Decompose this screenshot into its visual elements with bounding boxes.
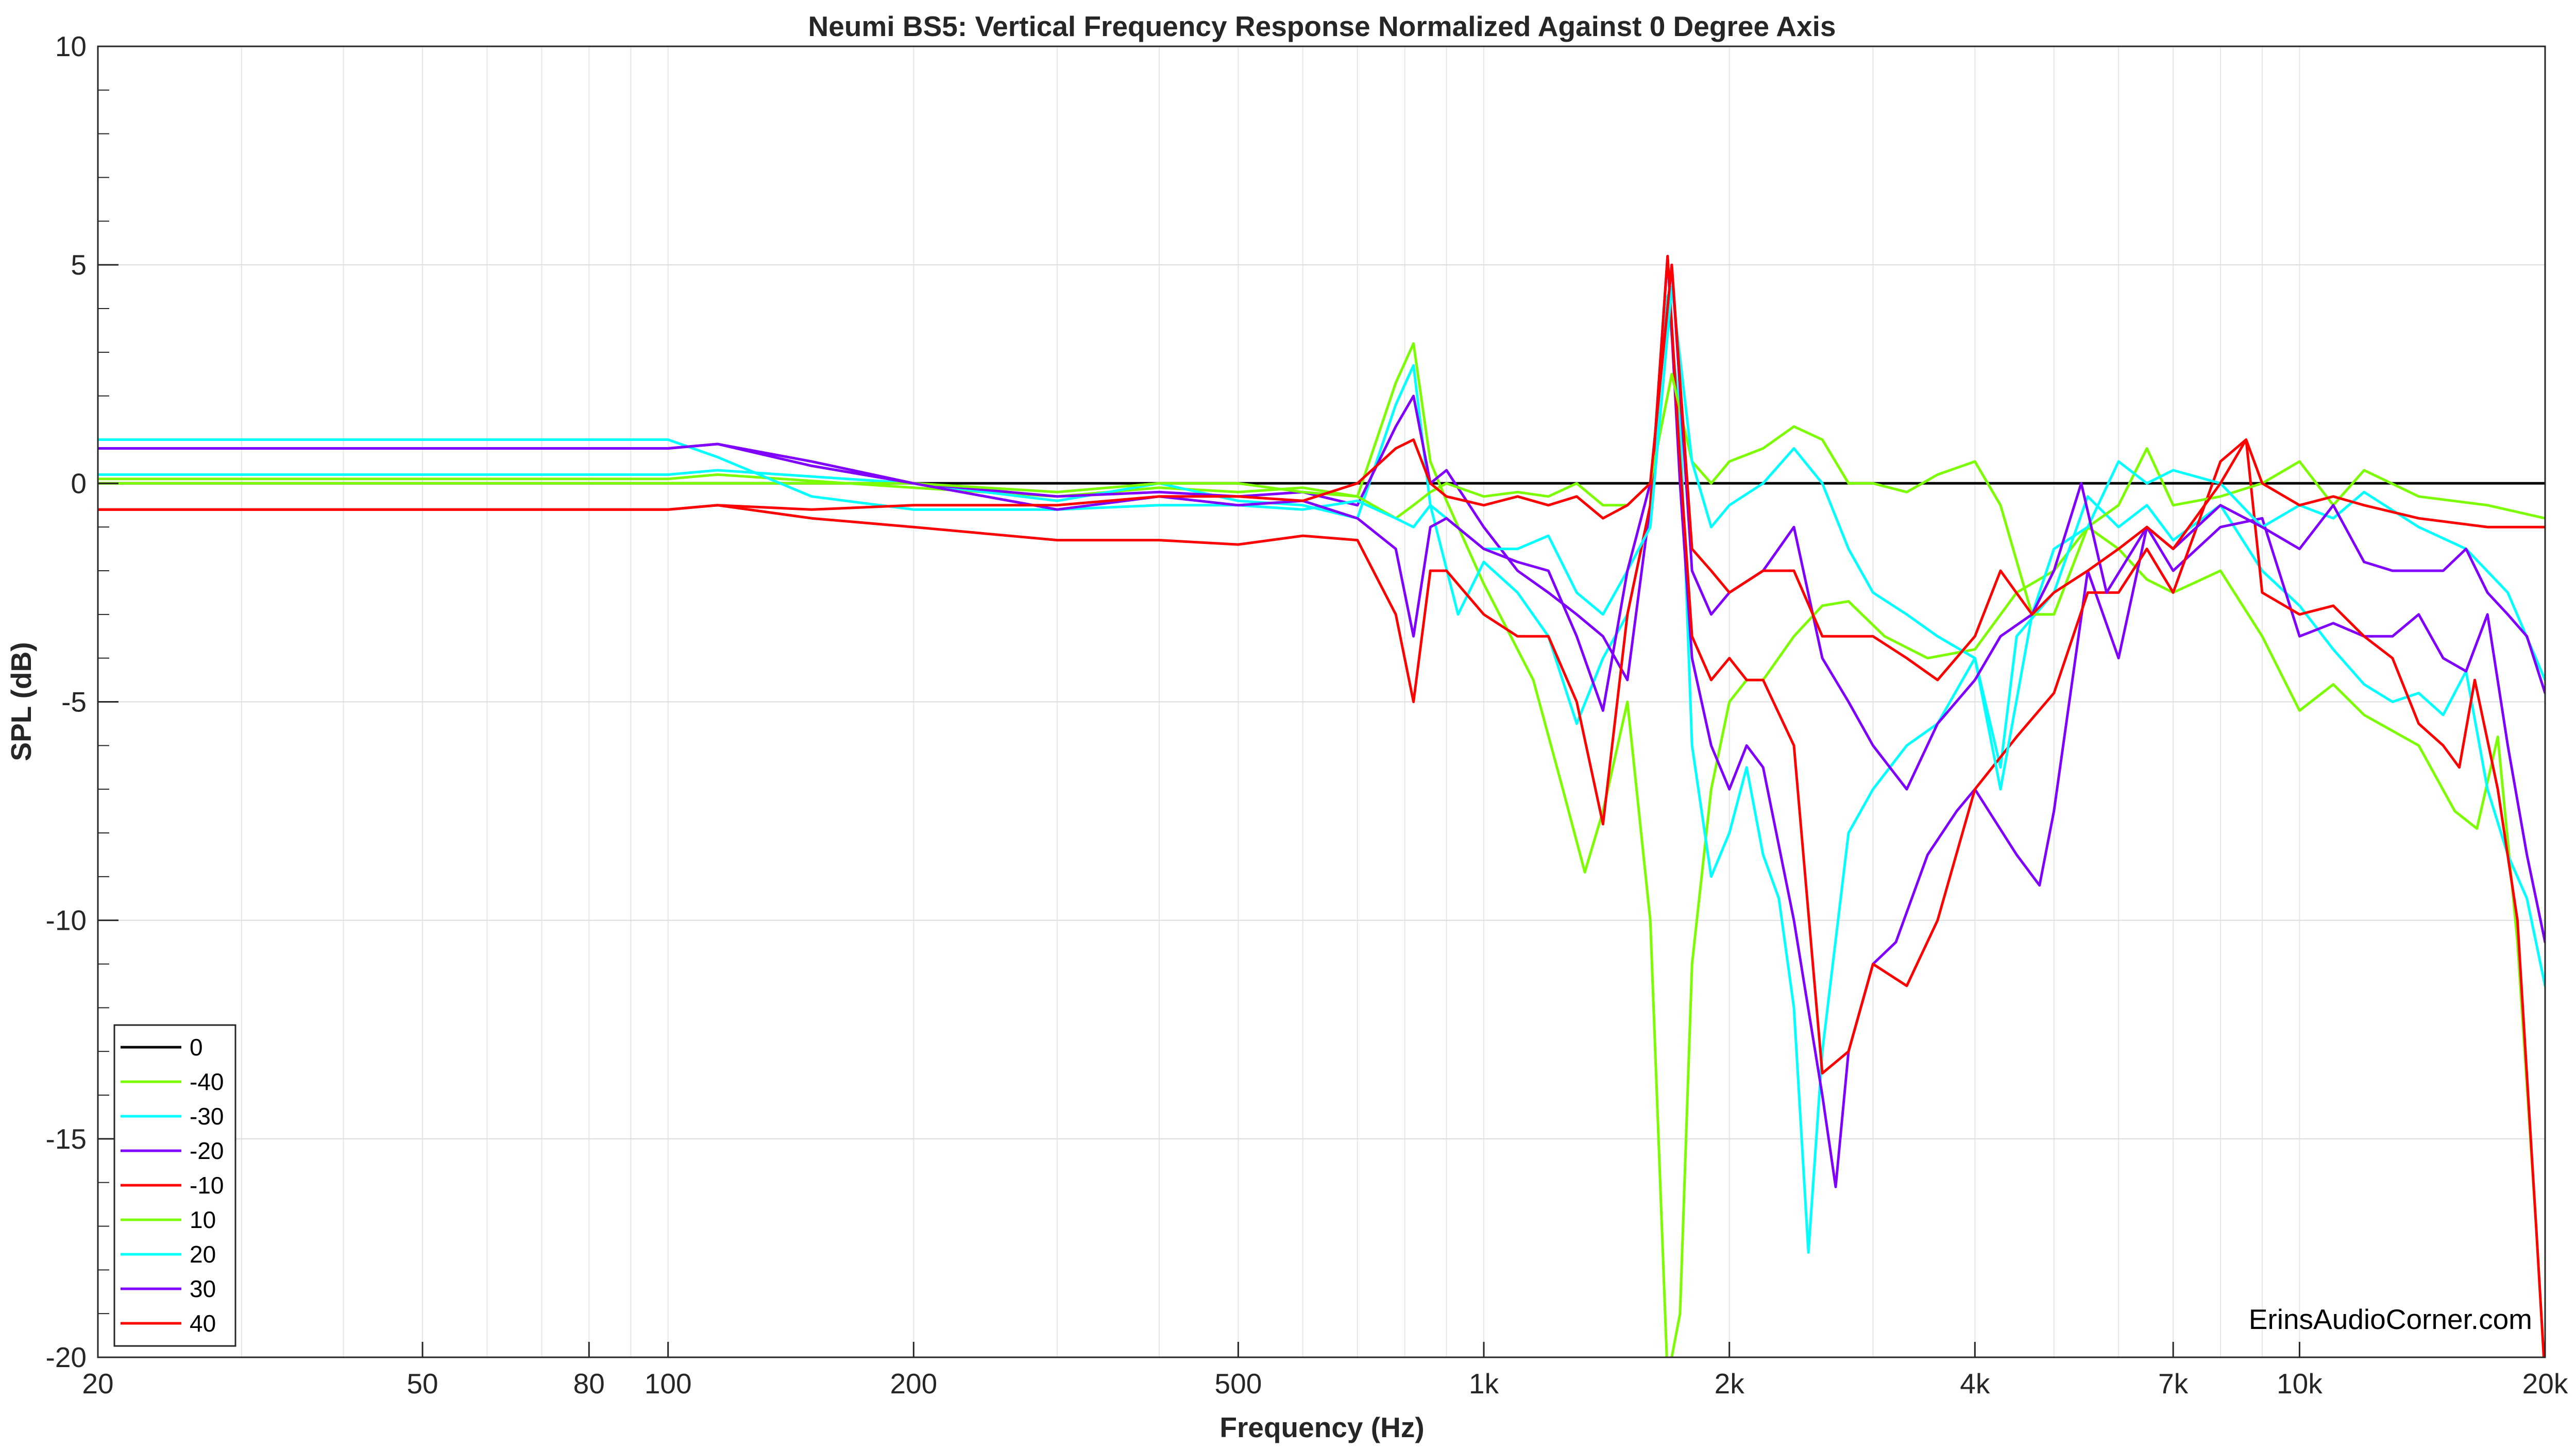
y-tick-label: 10 xyxy=(55,30,87,62)
y-axis: -20 -15 -10 -5 0 5 10 xyxy=(46,30,118,1373)
legend: 0 -40 -30 -20 -10 10 20 30 40 xyxy=(113,1024,236,1347)
legend-label: -20 xyxy=(190,1137,224,1164)
series-clip-group xyxy=(98,254,2545,1357)
x-tick-label: 200 xyxy=(890,1368,937,1400)
y-tick-label: -15 xyxy=(46,1123,87,1155)
y-tick-label: 5 xyxy=(71,249,87,281)
y-tick-label: -5 xyxy=(61,686,87,718)
legend-label: 20 xyxy=(190,1241,216,1268)
x-tick-label: 2k xyxy=(1715,1368,1745,1400)
series-line-30 xyxy=(98,263,2545,791)
x-tick-label: 50 xyxy=(406,1368,438,1400)
x-tick-label: 7k xyxy=(2158,1368,2189,1400)
y-tick-label: -20 xyxy=(46,1341,87,1373)
x-axis-label: Frequency (Hz) xyxy=(1219,1411,1424,1443)
x-tick-label: 1k xyxy=(1469,1368,1499,1400)
legend-label: 30 xyxy=(190,1275,216,1302)
x-tick-label: 20k xyxy=(2522,1368,2568,1400)
x-tick-label: 80 xyxy=(573,1368,605,1400)
chart-title: Neumi BS5: Vertical Frequency Response N… xyxy=(808,10,1836,42)
series-line--20 xyxy=(98,254,2545,1188)
x-tick-label: 500 xyxy=(1215,1368,1262,1400)
legend-label: -40 xyxy=(190,1068,224,1095)
x-axis: 20 50 80 100 200 500 1k 2k 4k 7k 10k 20k xyxy=(82,1342,2568,1400)
x-tick-label: 20 xyxy=(82,1368,113,1400)
y-tick-label: 0 xyxy=(71,467,87,499)
series-line--10 xyxy=(98,254,2545,1357)
legend-label: 40 xyxy=(190,1310,216,1337)
legend-label: 10 xyxy=(190,1206,216,1233)
series-line-10 xyxy=(98,372,2545,616)
y-axis-label: SPL (dB) xyxy=(5,642,37,761)
series-layer xyxy=(98,254,2545,1357)
x-tick-label: 10k xyxy=(2277,1368,2323,1400)
y-tick-label: -10 xyxy=(46,905,87,936)
legend-label: -10 xyxy=(190,1172,224,1199)
series-line-40 xyxy=(98,263,2545,681)
legend-label: -30 xyxy=(190,1103,224,1130)
x-tick-label: 100 xyxy=(645,1368,692,1400)
series-line--30 xyxy=(98,294,2545,1254)
watermark-text: ErinsAudioCorner.com xyxy=(2249,1303,2532,1335)
x-tick-label: 4k xyxy=(1960,1368,1990,1400)
legend-label: 0 xyxy=(190,1034,203,1061)
